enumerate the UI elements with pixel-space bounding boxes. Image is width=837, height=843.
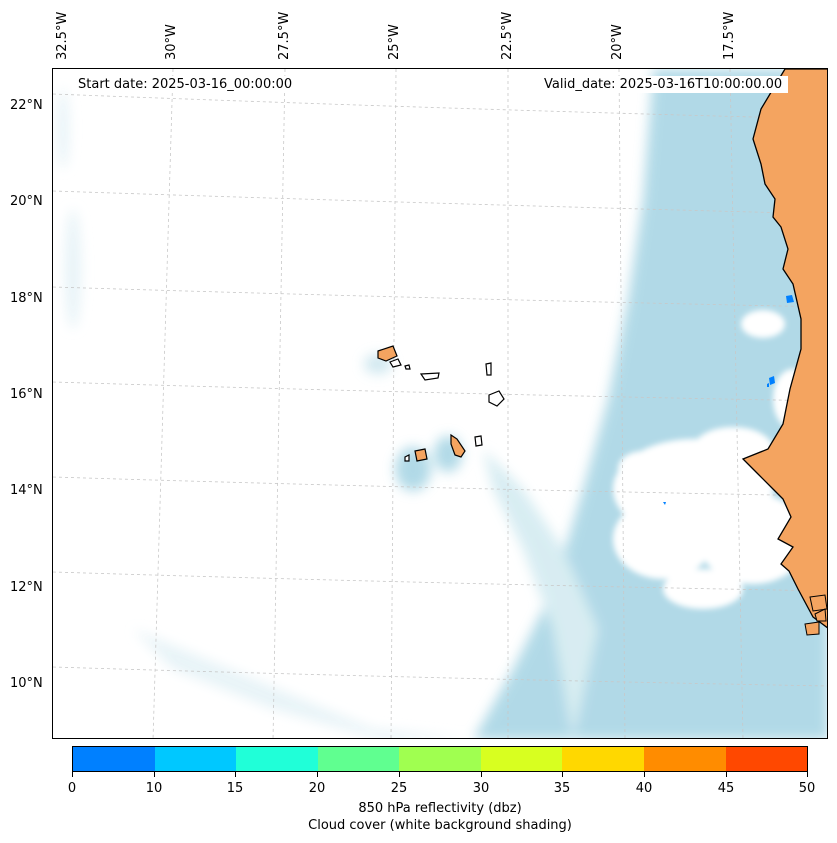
- valid-date-label: Valid_date: 2025-03-16T10:00:00.00: [538, 76, 789, 93]
- colorbar-tick-label: 25: [390, 781, 408, 796]
- colorbar-tick: [807, 772, 808, 777]
- colorbar-tick-label: 30: [472, 781, 490, 796]
- reflectivity-cell-coast-south: [769, 376, 775, 385]
- island-sal: [485, 362, 492, 376]
- colorbar-bin-0-10: [73, 747, 155, 771]
- colorbar-bin-10-15: [154, 747, 237, 771]
- lon-label-32-5w: 32.5°W: [55, 11, 70, 60]
- cloud-cover-shading: [57, 69, 827, 738]
- lat-label-20n: 20°N: [10, 194, 43, 209]
- colorbar-bin-45-50: [725, 747, 808, 771]
- colorbar-tick: [399, 772, 400, 777]
- colorbar-tick-label: 50: [798, 781, 816, 796]
- colorbar-title: 850 hPa reflectivity (dbz): [358, 801, 522, 816]
- cape-verde-islands: [377, 345, 505, 462]
- colorbar-tick: [72, 772, 73, 777]
- island-fogo: [414, 448, 428, 462]
- start-date-label: Start date: 2025-03-16_00:00:00: [72, 76, 299, 93]
- colorbar-bin-35-40: [562, 747, 644, 771]
- island-santa-luzia: [404, 364, 411, 370]
- lat-label-18n: 18°N: [10, 291, 43, 306]
- island-boa-vista: [488, 390, 505, 407]
- lat-label-10n: 10°N: [10, 676, 43, 691]
- island-sao-nicolau: [419, 372, 440, 381]
- lon-label-22-5w: 22.5°W: [500, 11, 515, 60]
- lat-label-16n: 16°N: [10, 387, 43, 402]
- lon-label-27-5w: 27.5°W: [277, 11, 292, 60]
- island-sao-vicente: [389, 358, 402, 368]
- graticule: [53, 69, 827, 738]
- colorbar-bin-25-30: [399, 747, 481, 771]
- colorbar-tick: [644, 772, 645, 777]
- map-panel: [52, 68, 828, 739]
- colorbar-tick-label: 45: [717, 781, 735, 796]
- colorbar-tick: [235, 772, 236, 777]
- lon-label-30w: 30°W: [164, 24, 179, 60]
- colorbar-bin-40-45: [643, 747, 726, 771]
- reflectivity-cell-coast-north: [786, 295, 794, 303]
- colorbar-tick-label: 15: [226, 781, 244, 796]
- colorbar-bin-20-25: [317, 747, 400, 771]
- lat-label-22n: 22°N: [10, 98, 43, 113]
- colorbar-subtitle: Cloud cover (white background shading): [308, 818, 572, 833]
- colorbar-tick: [481, 772, 482, 777]
- colorbar-tick: [154, 772, 155, 777]
- colorbar-tick: [562, 772, 563, 777]
- colorbar-tick: [726, 772, 727, 777]
- island-maio: [474, 435, 483, 447]
- colorbar: [72, 746, 808, 772]
- lat-label-14n: 14°N: [10, 483, 43, 498]
- colorbar-tick-label: 40: [635, 781, 653, 796]
- reflectivity-cell-offshore: [663, 502, 666, 505]
- reflectivity-cells: [663, 295, 794, 505]
- lon-label-17-5w: 17.5°W: [722, 11, 737, 60]
- lon-label-20w: 20°W: [610, 24, 625, 60]
- map-canvas: [53, 69, 827, 738]
- lon-label-25w: 25°W: [387, 24, 402, 60]
- lat-label-12n: 12°N: [10, 580, 43, 595]
- reflectivity-cell-coast-dot: [767, 383, 769, 387]
- colorbar-tick-label: 35: [553, 781, 571, 796]
- island-santiago: [450, 433, 466, 458]
- island-brava: [404, 454, 410, 462]
- island-santo-antao: [377, 345, 398, 362]
- colorbar-tick-label: 10: [145, 781, 163, 796]
- africa-coastline: [741, 69, 827, 636]
- colorbar-bin-30-35: [480, 747, 563, 771]
- colorbar-tick-label: 0: [67, 781, 77, 796]
- colorbar-bin-15-20: [236, 747, 318, 771]
- colorbar-tick-label: 20: [308, 781, 326, 796]
- colorbar-tick: [317, 772, 318, 777]
